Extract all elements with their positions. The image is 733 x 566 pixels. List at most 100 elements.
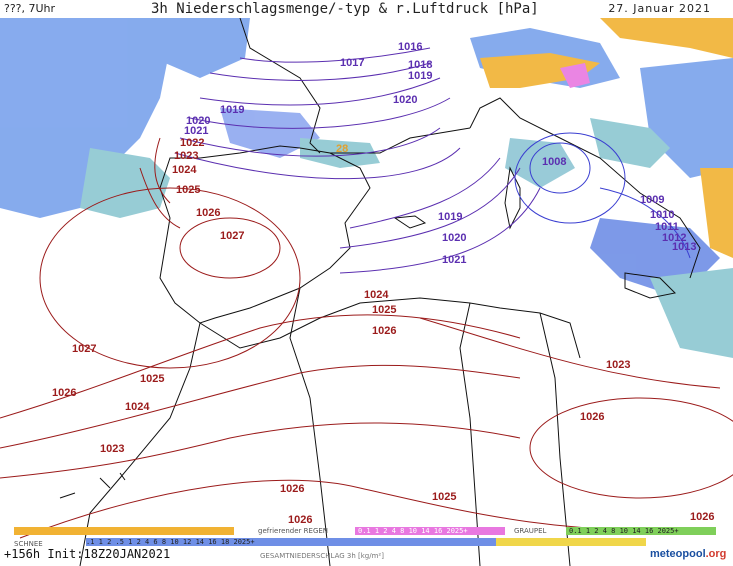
isobar-label-high-4: 1026 <box>196 207 220 219</box>
legend-freezing-title: gefrierender REGEN <box>258 527 328 535</box>
snow-area-ne <box>600 18 733 58</box>
legend-graupel-title: GRAUPEL <box>514 527 547 535</box>
precip-area-ionian <box>650 268 733 358</box>
isobar-label-high-12: 1024 <box>125 401 150 413</box>
isobar-1023-east <box>419 317 721 389</box>
isobar-1024 <box>0 364 521 449</box>
isobar-label-high-9: 1027 <box>72 343 96 355</box>
isobar-label-low-1: 1017 <box>340 57 364 69</box>
isobar-1019 <box>189 97 451 129</box>
legend-snow-values: .1 1 2 .5 1 2 4 6 8 10 12 14 16 18 2025+ <box>86 538 255 546</box>
isobar-label-high-7: 1025 <box>372 304 396 316</box>
isobar-label-high-14: 1026 <box>280 483 304 495</box>
isobar-label-low-16: 1013 <box>672 241 696 253</box>
brand-text-b: pool <box>682 548 706 560</box>
isobar-label-high-2: 1024 <box>172 164 197 176</box>
graupel-area <box>560 63 590 88</box>
isobar-label-high-17: 1023 <box>606 359 630 371</box>
isobar-label-high-11: 1025 <box>140 373 164 385</box>
italy-west-coast <box>469 97 701 279</box>
legend-freezing-bar <box>355 527 505 535</box>
isobar-label-low-2: 1018 <box>408 59 432 71</box>
isobar-1017 <box>209 62 431 81</box>
isobar-label-low-5: 1020 <box>393 94 417 106</box>
isobar-1026-east <box>529 397 733 499</box>
brand-text-a: meteo <box>650 548 683 560</box>
legend-total-bar-high <box>496 538 646 546</box>
morocco-coast <box>79 322 201 566</box>
isobar-1020b <box>339 167 521 249</box>
header-title: 3h Niederschlagsmenge/-typ & r.Luftdruck… <box>151 1 539 17</box>
small-precip-label: 28 <box>336 143 348 155</box>
pressure-precip-map: SCHNEE .1 1 2 .5 1 2 4 6 8 10 12 14 16 1… <box>0 18 733 566</box>
isobar-label-low-15: 1012 <box>662 232 686 244</box>
isobar-label-high-8: 1026 <box>372 325 396 337</box>
precip-area-bay <box>220 108 320 158</box>
isobar-1016 <box>239 47 431 63</box>
isobar-label-low-8: 1019 <box>438 211 462 223</box>
isobar-label-low-13: 1010 <box>650 209 674 221</box>
isobar-1021 <box>174 147 461 180</box>
isobar-1019b <box>349 157 501 229</box>
isobar-label-low-7: 1021 <box>184 125 208 137</box>
isobar-label-low-10: 1021 <box>442 254 466 266</box>
precip-area-atlantic <box>0 18 170 218</box>
brand-text-c: .org <box>705 548 727 560</box>
isobar-label-high-10: 1026 <box>52 387 76 399</box>
precipitation-areas <box>0 18 733 358</box>
precip-area-italy <box>590 118 670 168</box>
isobar-label-high-5: 1027 <box>220 230 244 242</box>
iberia-coastline <box>159 145 371 324</box>
isobar-label-low-4: 1019 <box>220 104 244 116</box>
isobar-label-low-0: 1016 <box>398 41 422 53</box>
precip-area-north <box>150 18 250 78</box>
isobar-label-low-11: 1008 <box>542 156 566 168</box>
africa-borders <box>289 287 571 566</box>
isobar-low-center <box>529 142 591 194</box>
isobar-label-low-6: 1020 <box>186 115 210 127</box>
brand-logo[interactable]: meteopool.org <box>650 548 726 560</box>
isobar-label-low-9: 1020 <box>442 232 466 244</box>
isobar-1023 <box>0 422 521 479</box>
coastlines <box>59 18 701 566</box>
isobar-1022 <box>154 137 171 204</box>
legend-total-title: GESAMTNIEDERSCHLAG 3h [kg/m²] <box>260 552 384 560</box>
isobar-1025 <box>0 314 521 419</box>
legend-snow-bar <box>14 527 234 535</box>
legend-graupel-bar <box>566 527 716 535</box>
legend-freezing-values: 0.1 1 2 4 8 10 14 16 2025+ <box>358 527 468 535</box>
isobar-low-ring <box>514 132 626 224</box>
canary-islands <box>59 472 126 499</box>
isobar-1027-high <box>179 217 281 279</box>
isobars-high <box>0 137 733 539</box>
isobar-label-high-16: 1026 <box>288 514 312 526</box>
isobar-label-high-19: 1026 <box>690 511 714 523</box>
isobar-1018 <box>199 77 441 106</box>
isobar-1020 <box>179 127 441 157</box>
legend-snow-title: SCHNEE <box>14 540 43 548</box>
isobar-1023 <box>139 167 181 229</box>
isobars-low <box>174 47 691 274</box>
isobar-label-high-3: 1025 <box>176 184 200 196</box>
isobar-label-low-12: 1009 <box>640 194 664 206</box>
sicily-coast <box>624 272 677 299</box>
legend-total-bar <box>86 538 496 546</box>
isobar-label-low-14: 1011 <box>655 221 679 233</box>
legend-graupel-values: 0.1 1 2 4 8 10 14 16 2025+ <box>569 527 679 535</box>
model-run-label: +156h Init:18Z20JAN2021 <box>4 547 171 561</box>
isobar-label-high-1: 1023 <box>174 150 198 162</box>
isobar-label-high-15: 1025 <box>432 491 456 503</box>
isobar-label-high-6: 1024 <box>364 289 389 301</box>
precip-area-corsica <box>505 138 575 188</box>
north-africa-coast <box>199 297 581 359</box>
precip-area-biscay <box>80 148 170 218</box>
isobar-1009 <box>599 187 691 259</box>
isobar-label-high-18: 1026 <box>580 411 604 423</box>
header-date: 27. Januar 2021 <box>608 2 711 15</box>
legend-bars: SCHNEE .1 1 2 .5 1 2 4 6 8 10 12 14 16 1… <box>14 527 716 560</box>
isobar-1026-high <box>39 187 301 369</box>
corsica-sardinia-coast <box>504 166 521 230</box>
balearic-islands <box>393 215 427 229</box>
